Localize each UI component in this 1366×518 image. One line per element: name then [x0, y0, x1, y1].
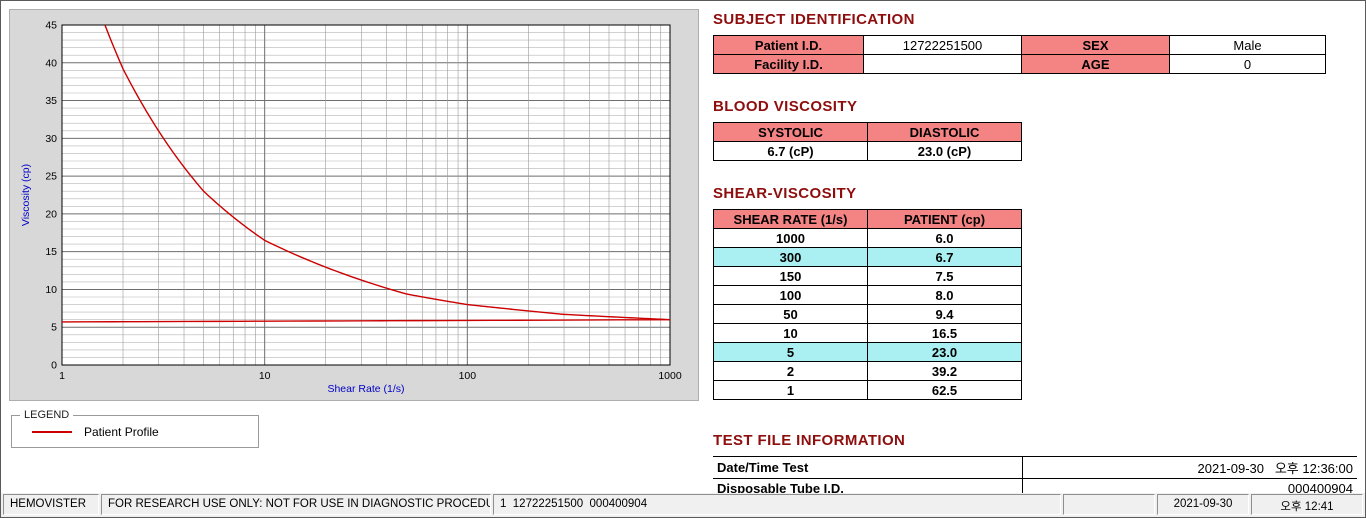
- viscosity-chart: 0 5 10 15 20 25 30 35 40 45 1 10 100 1000 Shear Rate (…: [20, 20, 682, 396]
- status-date: 2021-09-30: [1157, 494, 1249, 515]
- test-file-information-heading: TEST FILE INFORMATION: [713, 432, 906, 449]
- blood-viscosity-heading: BLOOD VISCOSITY: [713, 98, 858, 115]
- facility-id-value: [863, 54, 1022, 74]
- svg-text:25: 25: [45, 171, 57, 183]
- svg-text:Shear Rate (1/s): Shear Rate (1/s): [327, 383, 404, 395]
- status-time: 오후 12:41: [1251, 494, 1363, 515]
- patient-id-label: Patient I.D.: [713, 35, 864, 55]
- report-column: SUBJECT IDENTIFICATION Patient I.D. 1272…: [713, 9, 1357, 498]
- legend-box: LEGEND Patient Profile: [11, 409, 259, 448]
- svg-text:15: 15: [45, 246, 57, 258]
- svg-text:35: 35: [45, 95, 57, 107]
- age-label: AGE: [1021, 54, 1170, 74]
- patient-viscosity-cell: 16.5: [867, 323, 1022, 343]
- shear-rate-cell: 50: [713, 304, 868, 324]
- table-row: 300 6.7: [713, 247, 1022, 267]
- svg-text:10: 10: [45, 284, 57, 296]
- viscosity-chart-panel: 0 5 10 15 20 25 30 35 40 45 1 10 100 1000 Shear Rate (…: [9, 9, 699, 401]
- table-row: 150 7.5: [713, 266, 1022, 286]
- patient-viscosity-cell: 8.0: [867, 285, 1022, 305]
- patient-viscosity-cell: 62.5: [867, 380, 1022, 400]
- svg-text:1000: 1000: [658, 370, 682, 382]
- patient-column-header: PATIENT (cp): [867, 209, 1022, 229]
- table-row: SYSTOLIC DIASTOLIC: [713, 122, 1022, 142]
- subject-identification-table: Patient I.D. 12722251500 SEX Male Facili…: [713, 35, 1326, 74]
- svg-text:40: 40: [45, 57, 57, 69]
- table-row: Date/Time Test 2021-09-30 오후 12:36:00: [713, 456, 1357, 479]
- table-row: 1000 6.0: [713, 228, 1022, 248]
- svg-text:0: 0: [51, 360, 57, 372]
- shear-rate-cell: 2: [713, 361, 868, 381]
- svg-text:5: 5: [51, 322, 57, 334]
- table-row: 2 39.2: [713, 361, 1022, 381]
- age-value: 0: [1169, 54, 1326, 74]
- svg-text:Viscosity (cp): Viscosity (cp): [20, 164, 32, 226]
- table-row: 6.7 (cP) 23.0 (cP): [713, 141, 1022, 161]
- chart-column: 0 5 10 15 20 25 30 35 40 45 1 10 100 1000 Shear Rate (…: [9, 9, 699, 493]
- date-time-test-value: 2021-09-30 오후 12:36:00: [1021, 456, 1357, 479]
- diastolic-value: 23.0 (cP): [867, 141, 1022, 161]
- status-bar: HEMOVISTER FOR RESEARCH USE ONLY: NOT FO…: [1, 493, 1365, 517]
- sex-label: SEX: [1021, 35, 1170, 55]
- svg-text:100: 100: [459, 370, 477, 382]
- table-header-row: SHEAR RATE (1/s) PATIENT (cp): [713, 209, 1022, 229]
- systolic-value: 6.7 (cP): [713, 141, 868, 161]
- blood-viscosity-table: SYSTOLIC DIASTOLIC 6.7 (cP) 23.0 (cP): [713, 122, 1022, 161]
- status-app-name: HEMOVISTER: [3, 494, 99, 515]
- patient-viscosity-cell: 39.2: [867, 361, 1022, 381]
- subject-identification-heading: SUBJECT IDENTIFICATION: [713, 11, 915, 28]
- patient-viscosity-cell: 23.0: [867, 342, 1022, 362]
- shear-rate-column-header: SHEAR RATE (1/s): [713, 209, 868, 229]
- facility-id-label: Facility I.D.: [713, 54, 864, 74]
- test-file-information-table: Date/Time Test 2021-09-30 오후 12:36:00 Di…: [713, 456, 1357, 498]
- svg-text:1: 1: [59, 370, 65, 382]
- shear-rate-cell: 5: [713, 342, 868, 362]
- legend-item: Patient Profile: [20, 425, 250, 439]
- legend-item-label: Patient Profile: [84, 425, 159, 439]
- shear-rate-cell: 1: [713, 380, 868, 400]
- shear-rate-cell: 10: [713, 323, 868, 343]
- legend-title: LEGEND: [24, 409, 70, 421]
- table-row: 100 8.0: [713, 285, 1022, 305]
- main-area: 0 5 10 15 20 25 30 35 40 45 1 10 100 1000 Shear Rate (…: [1, 1, 1365, 498]
- shear-viscosity-table: SHEAR RATE (1/s) PATIENT (cp) 1000 6.0 3…: [713, 209, 1022, 400]
- patient-viscosity-cell: 9.4: [867, 304, 1022, 324]
- table-row: 50 9.4: [713, 304, 1022, 324]
- date-time-test-label: Date/Time Test: [713, 456, 1023, 479]
- shear-rate-cell: 100: [713, 285, 868, 305]
- table-row: Patient I.D. 12722251500 SEX Male: [713, 35, 1326, 55]
- svg-text:10: 10: [259, 370, 271, 382]
- status-spacer: [1063, 494, 1155, 515]
- systolic-label: SYSTOLIC: [713, 122, 868, 142]
- table-row: 1 62.5: [713, 380, 1022, 400]
- shear-rate-cell: 150: [713, 266, 868, 286]
- shear-rate-cell: 300: [713, 247, 868, 267]
- table-row: Facility I.D. AGE 0: [713, 54, 1326, 74]
- shear-viscosity-heading: SHEAR-VISCOSITY: [713, 185, 857, 202]
- status-test-info: 1 12722251500 000400904: [493, 494, 1061, 515]
- svg-text:30: 30: [45, 133, 57, 145]
- svg-text:45: 45: [45, 20, 57, 32]
- patient-profile-line-sample: [32, 431, 72, 433]
- table-row: 5 23.0: [713, 342, 1022, 362]
- status-research-use-message: FOR RESEARCH USE ONLY: NOT FOR USE IN DI…: [101, 494, 491, 515]
- table-row: 10 16.5: [713, 323, 1022, 343]
- shear-rate-cell: 1000: [713, 228, 868, 248]
- patient-viscosity-cell: 6.0: [867, 228, 1022, 248]
- patient-id-value: 12722251500: [863, 35, 1022, 55]
- sex-value: Male: [1169, 35, 1326, 55]
- patient-viscosity-cell: 7.5: [867, 266, 1022, 286]
- patient-viscosity-cell: 6.7: [867, 247, 1022, 267]
- svg-text:20: 20: [45, 208, 57, 220]
- diastolic-label: DIASTOLIC: [867, 122, 1022, 142]
